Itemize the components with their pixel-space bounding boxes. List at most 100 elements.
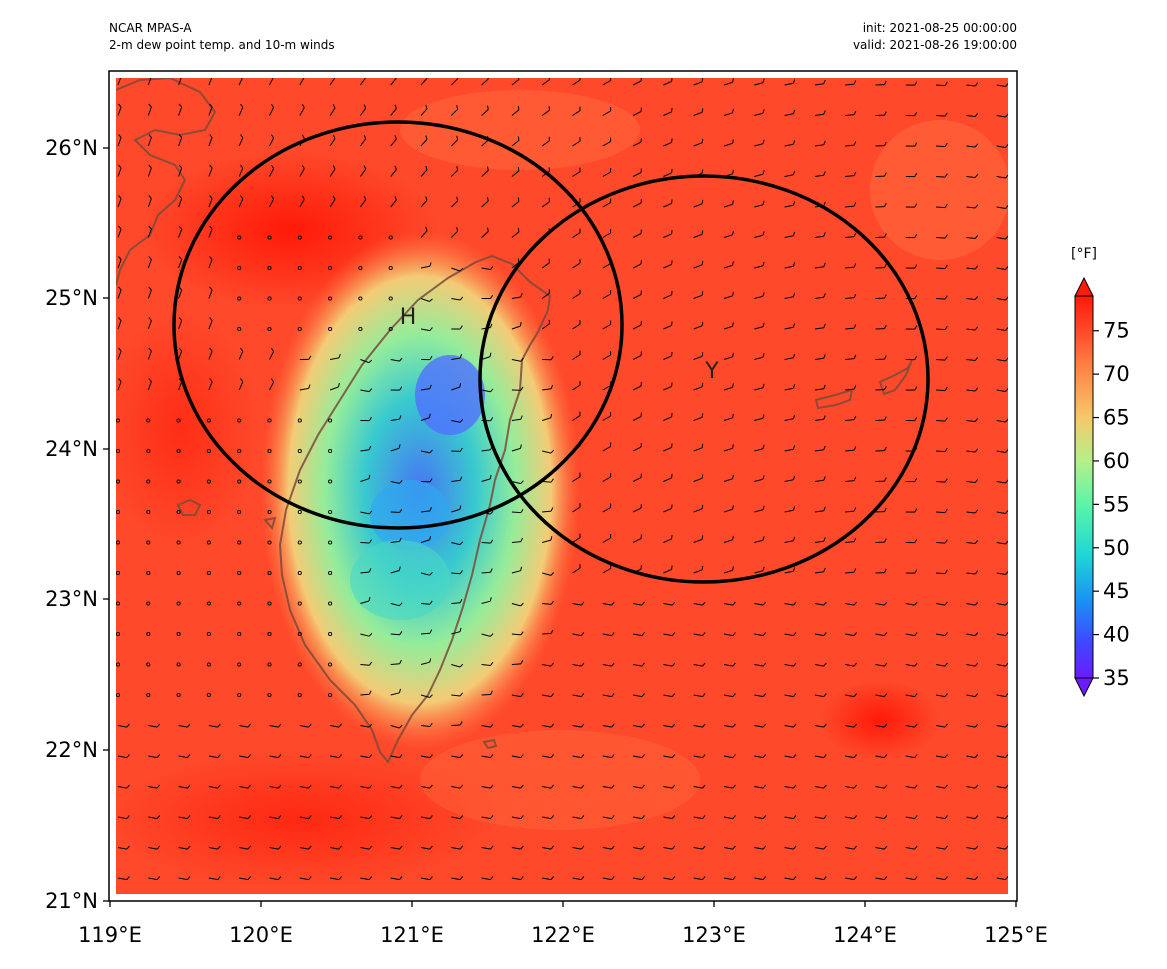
wind-barb-flag (425, 135, 428, 140)
wind-barb (693, 538, 703, 543)
mainland-coastline (116, 78, 217, 286)
wind-barb (178, 725, 188, 728)
wind-barb (936, 694, 946, 698)
wind-barb (875, 694, 885, 698)
warm-patch-s2 (420, 730, 700, 830)
wind-barb-flag (126, 876, 130, 880)
wind-calm-marker (297, 570, 302, 576)
wind-barb-flag (853, 723, 857, 728)
wind-barb-flag (368, 661, 373, 666)
wind-calm-marker (176, 540, 181, 545)
wind-barb (784, 633, 794, 637)
wind-barb-flag (338, 353, 341, 359)
wind-barb (784, 664, 794, 667)
wind-barb (390, 418, 400, 421)
wind-barb-flag (974, 693, 979, 697)
wind-barb-flag (187, 784, 191, 789)
wind-barb (602, 537, 611, 543)
wind-barb (420, 265, 430, 269)
wind-barb (845, 603, 855, 606)
wind-calm-marker (297, 540, 302, 545)
x-tick-122: 122°E (531, 923, 595, 947)
wind-barb-flag (459, 754, 464, 758)
wind-barb-flag (823, 845, 827, 850)
wind-calm-marker (297, 692, 302, 698)
wind-barb-flag (301, 103, 305, 108)
wind-barb-flag (429, 262, 432, 267)
wind-barb-flag (671, 784, 676, 789)
wind-barb-flag (126, 754, 130, 758)
wind-barb-flag (394, 196, 397, 201)
wind-barb (299, 198, 305, 208)
wind-barb (663, 816, 673, 820)
wind-barb (845, 297, 855, 299)
wind-barb (723, 569, 733, 574)
wind-calm-marker (146, 540, 151, 545)
wind-calm-marker (328, 265, 333, 271)
wind-barb (359, 78, 367, 86)
wind-barb-flag (429, 815, 433, 819)
wind-barb-flag (853, 293, 857, 298)
wind-calm-marker (206, 540, 211, 545)
wind-barb-flag (671, 290, 673, 295)
wind-barb (723, 264, 733, 269)
wind-barb (845, 266, 855, 269)
wind-barb (784, 174, 794, 177)
wind-barb (784, 603, 794, 606)
wind-barb-flag (853, 507, 857, 512)
wind-barb-flag (762, 601, 767, 606)
wind-barb (542, 816, 552, 820)
wind-barb-flag (823, 201, 826, 206)
wind-barb-flag (884, 233, 887, 238)
wind-barb (936, 725, 946, 728)
wind-barb (117, 78, 122, 86)
wind-barb-flag (611, 815, 615, 819)
marker-y: Y (704, 359, 719, 384)
wind-barb (390, 570, 400, 574)
wind-barb-flag (974, 754, 979, 758)
wind-barb-flag (429, 876, 433, 880)
circle-h (172, 120, 624, 530)
wind-barb-flag (459, 541, 464, 545)
wind-barb-flag (884, 80, 887, 85)
wind-barb-flag (148, 164, 152, 169)
wind-barb (269, 816, 279, 820)
wind-barb-flag (368, 845, 373, 850)
colorbar-tick-label: 50 (1103, 536, 1130, 560)
wind-barb-flag (217, 784, 221, 789)
wind-barb-flag (792, 79, 796, 84)
wind-barb (875, 633, 885, 637)
wind-barb (390, 603, 400, 607)
wind-barb-flag (884, 507, 887, 512)
wind-barb-flag (118, 347, 122, 352)
wind-barb-flag (240, 347, 244, 352)
wind-barb-flag (732, 505, 734, 510)
wind-barb (329, 199, 336, 208)
wind-barb-flag (209, 103, 213, 108)
wind-barb-flag (732, 230, 734, 235)
wind-barb (360, 542, 370, 544)
wind-barb (572, 847, 582, 850)
wind-barb (269, 725, 279, 728)
wind-barb-flag (429, 449, 433, 454)
wind-barb-flag (974, 387, 979, 392)
wind-barb-flag (641, 723, 645, 728)
wind-barb-flag (425, 165, 428, 170)
wind-barb-flag (368, 690, 372, 695)
wind-barb (723, 603, 733, 606)
wind-calm-marker (267, 326, 272, 332)
wind-barb (814, 540, 824, 543)
wind-barb-flag (702, 662, 706, 667)
wind-barb-flag (611, 876, 615, 880)
wind-barb-flag (156, 815, 161, 819)
wind-barb (572, 110, 581, 116)
wind-barb (542, 755, 552, 759)
wind-barb (420, 661, 430, 665)
wind-barb (269, 786, 279, 789)
wind-barb (633, 877, 643, 881)
wind-barb-flag (671, 815, 676, 819)
wind-barb (602, 232, 611, 238)
wind-barb-flag (823, 232, 826, 237)
wind-barb-flag (641, 876, 645, 880)
wind-calm-marker (176, 479, 181, 484)
